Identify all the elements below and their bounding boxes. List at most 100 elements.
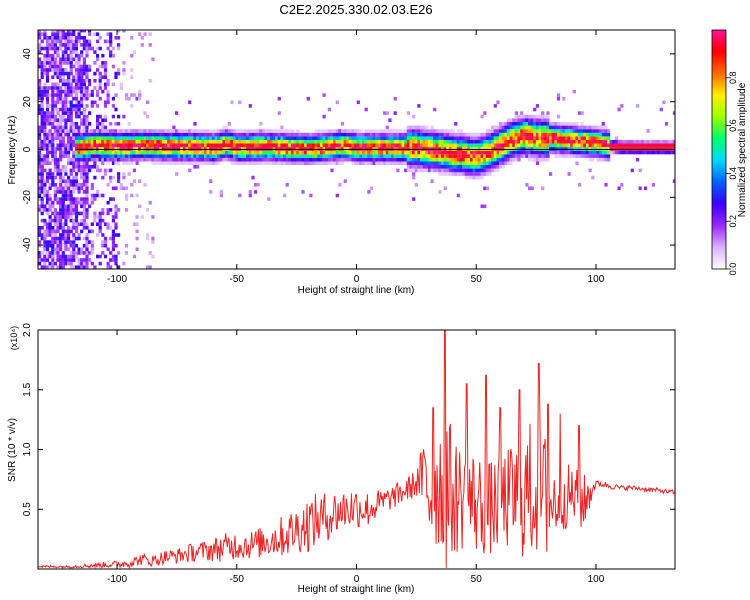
heatmap-cell bbox=[261, 132, 266, 137]
heatmap-cell bbox=[398, 143, 403, 148]
heatmap-cell bbox=[74, 53, 79, 58]
heatmap-cell bbox=[364, 157, 368, 162]
heatmap-cell bbox=[398, 150, 403, 155]
heatmap-cell bbox=[56, 30, 60, 33]
heatmap-cell bbox=[82, 204, 86, 209]
heatmap-cell bbox=[74, 129, 79, 133]
heatmap-cell bbox=[251, 175, 255, 180]
heatmap-cell bbox=[246, 150, 250, 155]
heatmap-cell bbox=[103, 150, 108, 155]
heatmap-cell bbox=[61, 50, 65, 54]
heatmap-cell bbox=[51, 68, 55, 72]
heatmap-cell bbox=[48, 43, 52, 47]
heatmap-cell bbox=[225, 154, 229, 158]
heatmap-cell bbox=[61, 233, 65, 237]
heatmap-cell bbox=[77, 261, 81, 266]
heatmap-cell bbox=[472, 143, 476, 148]
heatmap-cell bbox=[493, 104, 497, 108]
heatmap-cell bbox=[583, 143, 587, 148]
heatmap-cell bbox=[448, 129, 453, 133]
heatmap-cell bbox=[53, 186, 57, 191]
heatmap-cell bbox=[72, 46, 76, 51]
heatmap-cell bbox=[480, 154, 484, 158]
heatmap-cell bbox=[512, 118, 516, 122]
heatmap-cell bbox=[74, 50, 79, 54]
heatmap-cell bbox=[275, 161, 279, 165]
heatmap-cell bbox=[425, 129, 429, 133]
heatmap-cell bbox=[499, 143, 503, 148]
heatmap-cell bbox=[130, 193, 134, 198]
heatmap-cell bbox=[82, 111, 86, 115]
heatmap-cell bbox=[106, 46, 110, 51]
heatmap-cell bbox=[380, 161, 384, 165]
heatmap-cell bbox=[69, 36, 73, 40]
heatmap-cell bbox=[638, 147, 642, 151]
heatmap-cell bbox=[119, 157, 123, 162]
heatmap-cell bbox=[317, 154, 321, 158]
heatmap-cell bbox=[351, 143, 355, 148]
heatmap-cell bbox=[417, 165, 421, 169]
heatmap-cell bbox=[53, 247, 57, 252]
heatmap-cell bbox=[209, 143, 213, 148]
heatmap-cell bbox=[82, 150, 86, 155]
heatmap-cell bbox=[114, 161, 118, 165]
heatmap-cell bbox=[414, 157, 418, 162]
heatmap-cell bbox=[188, 147, 192, 151]
heatmap-cell bbox=[43, 89, 47, 94]
heatmap-cell bbox=[161, 139, 165, 144]
heatmap-cell bbox=[38, 64, 42, 69]
heatmap-cell bbox=[443, 154, 447, 158]
heatmap-cell bbox=[48, 197, 52, 201]
heatmap-cell bbox=[64, 82, 68, 87]
heatmap-cell bbox=[80, 122, 84, 126]
heatmap-cell bbox=[435, 129, 439, 133]
heatmap-cell bbox=[483, 157, 487, 162]
heatmap-cell bbox=[74, 61, 79, 65]
heatmap-cell bbox=[204, 132, 208, 137]
heatmap-cell bbox=[369, 157, 374, 162]
heatmap-cell bbox=[383, 161, 387, 165]
heatmap-cell bbox=[588, 143, 592, 148]
heatmap-cell bbox=[188, 129, 192, 133]
heatmap-cell bbox=[214, 143, 218, 148]
heatmap-cell bbox=[248, 132, 252, 137]
heatmap-cell bbox=[414, 161, 418, 165]
heatmap-cell bbox=[103, 240, 108, 244]
heatmap-cell bbox=[40, 218, 44, 223]
heatmap-cell bbox=[425, 139, 429, 144]
heatmap-cell bbox=[59, 179, 63, 183]
heatmap-cell bbox=[664, 150, 669, 155]
heatmap-cell bbox=[620, 183, 624, 187]
heatmap-cell bbox=[156, 143, 160, 148]
heatmap-cell bbox=[280, 129, 284, 133]
heatmap-cell bbox=[69, 43, 73, 47]
heatmap-cell bbox=[433, 136, 437, 140]
heatmap-cell bbox=[591, 175, 595, 180]
heatmap-cell bbox=[520, 122, 524, 126]
heatmap-cell bbox=[64, 168, 68, 173]
heatmap-cell bbox=[82, 265, 86, 269]
heatmap-cell bbox=[607, 147, 611, 151]
heatmap-cell bbox=[556, 96, 561, 101]
heatmap-cell bbox=[317, 161, 321, 165]
heatmap-cell bbox=[401, 161, 405, 165]
heatmap-cell bbox=[506, 136, 511, 140]
heatmap-cell bbox=[549, 122, 553, 126]
heatmap-cell bbox=[585, 143, 590, 148]
heatmap-cell bbox=[146, 136, 150, 140]
heatmap-cell bbox=[433, 165, 437, 169]
heatmap-cell bbox=[483, 139, 487, 144]
heatmap-cell bbox=[472, 136, 476, 140]
heatmap-cell bbox=[143, 147, 147, 151]
heatmap-cell bbox=[77, 233, 81, 237]
heatmap-cell bbox=[654, 150, 658, 155]
heatmap-cell bbox=[348, 154, 352, 158]
heatmap-cell bbox=[61, 111, 65, 115]
heatmap-cell bbox=[396, 129, 400, 133]
heatmap-cell bbox=[56, 36, 60, 40]
heatmap-cell bbox=[190, 139, 194, 144]
heatmap-cell bbox=[393, 150, 397, 155]
heatmap-cell bbox=[53, 150, 57, 155]
heatmap-cell bbox=[88, 229, 92, 234]
heatmap-cell bbox=[175, 150, 179, 155]
